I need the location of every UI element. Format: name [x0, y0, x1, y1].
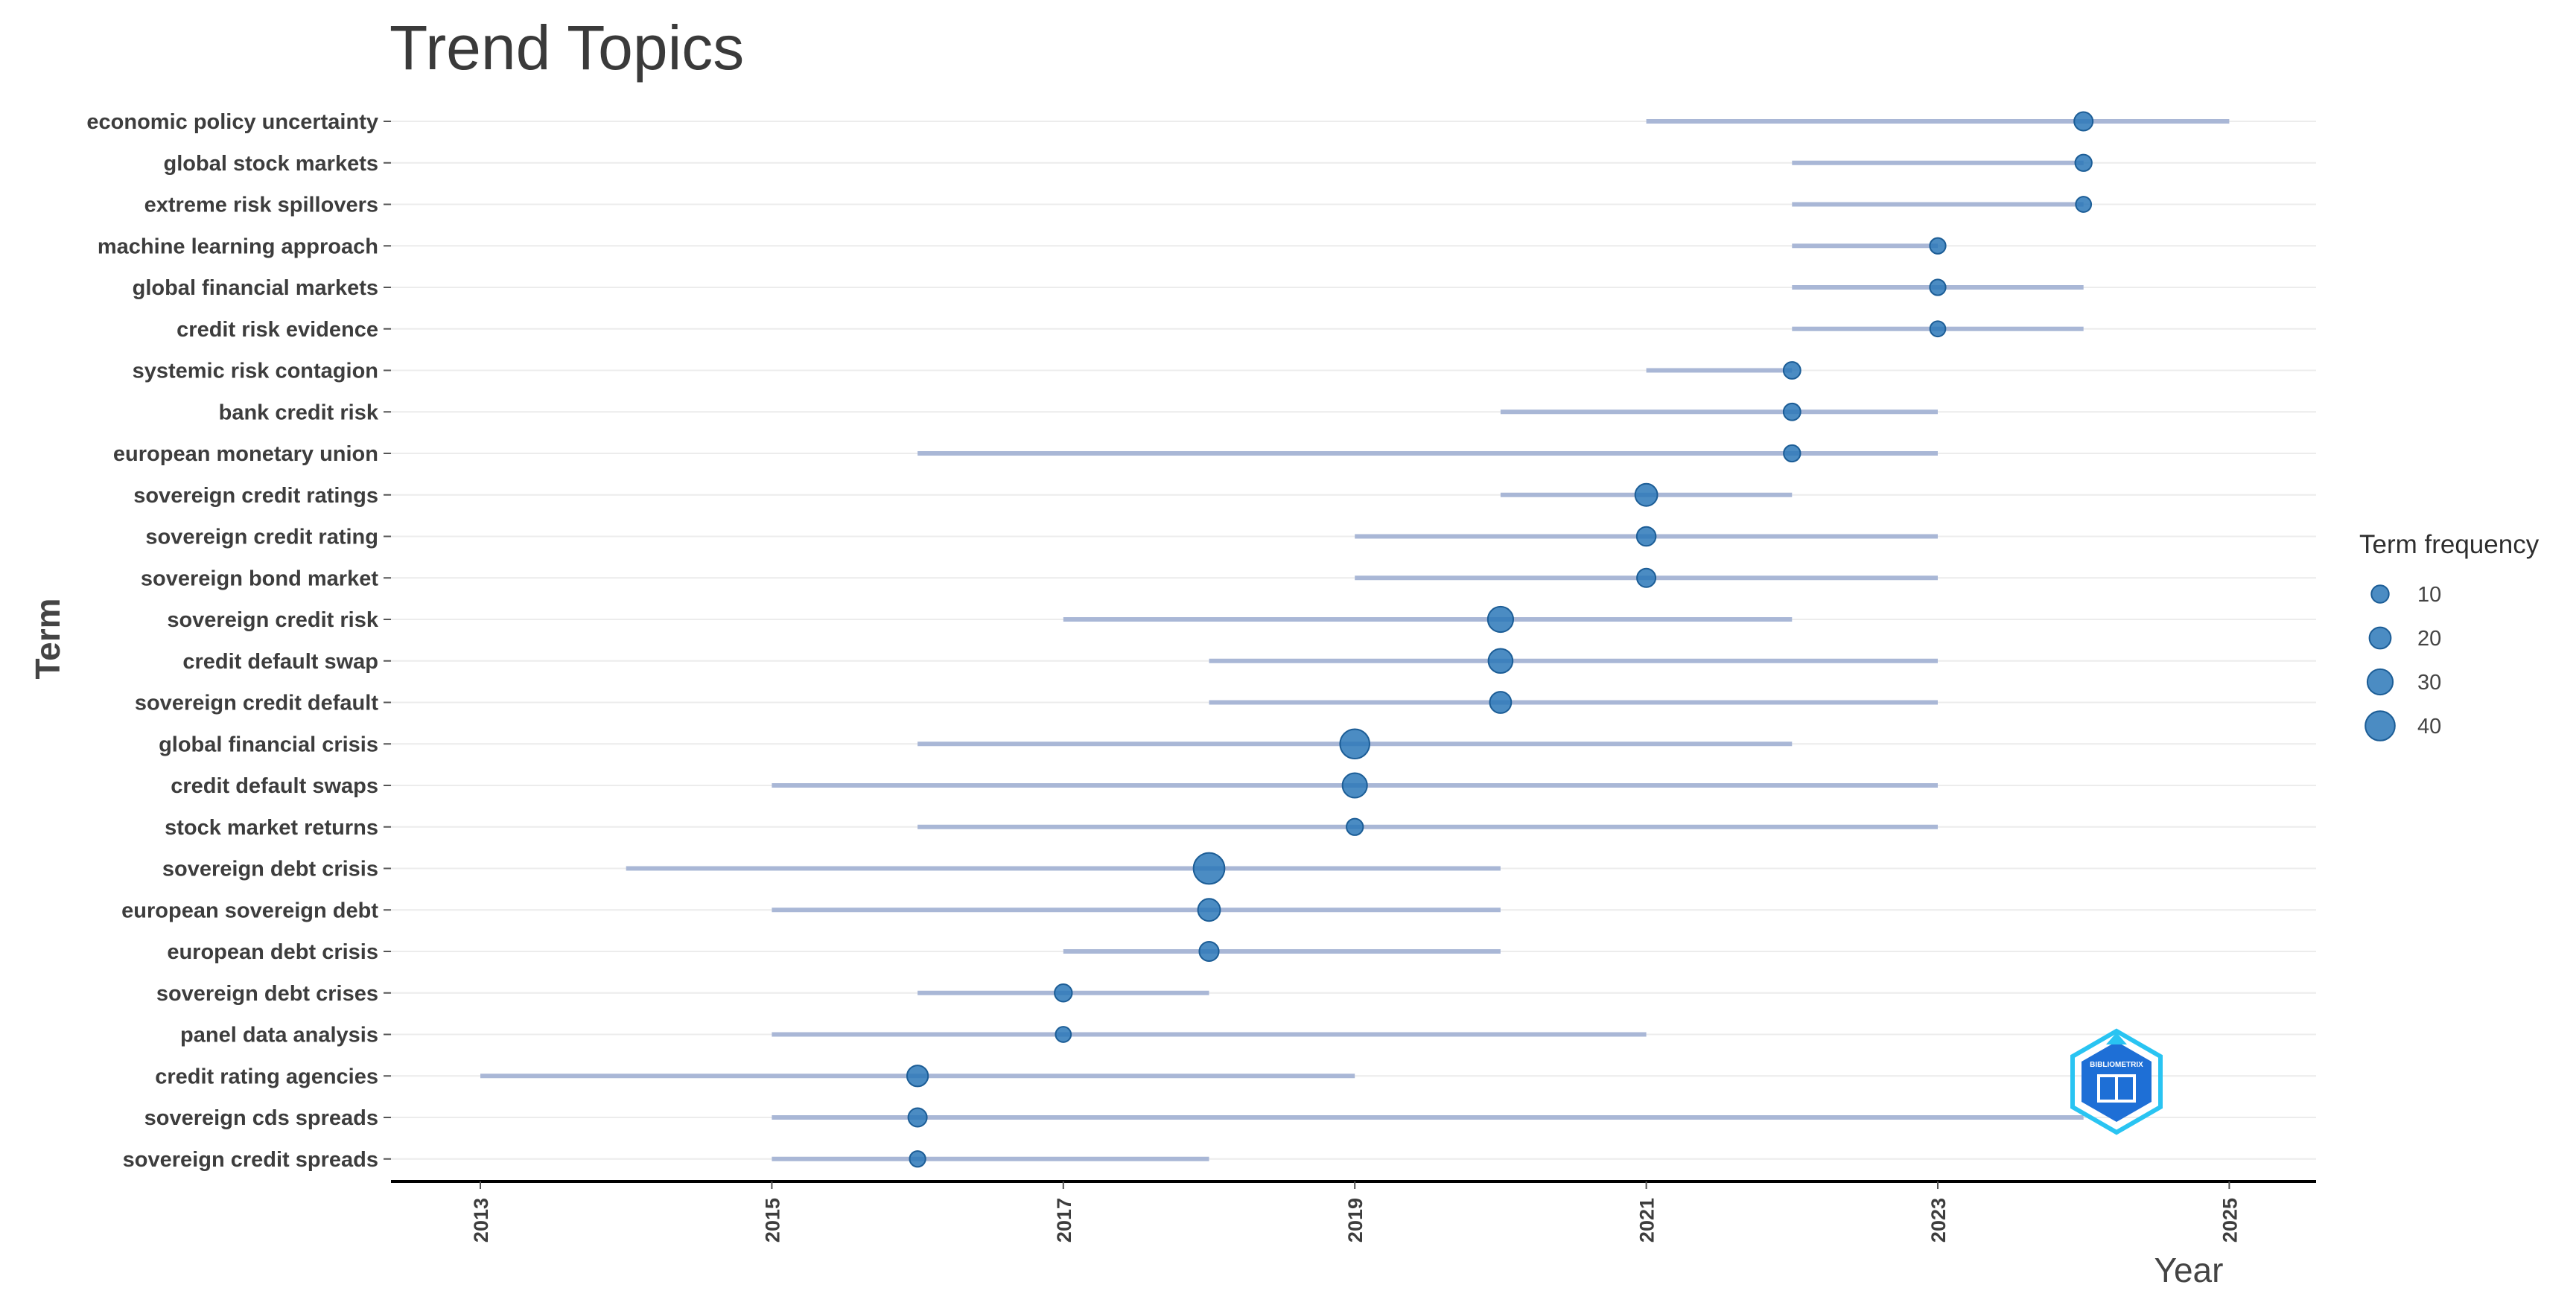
- y-axis-title: Term: [28, 598, 67, 679]
- legend-label: 30: [2417, 671, 2441, 695]
- term-label: global financial markets: [133, 276, 378, 300]
- term-label: credit risk evidence: [176, 318, 378, 342]
- legend-key: [2368, 626, 2392, 650]
- term-label: sovereign credit risk: [167, 608, 379, 632]
- x-tick-label: 2015: [761, 1198, 783, 1243]
- term-points: [906, 111, 2094, 1168]
- term-point: [907, 1107, 928, 1128]
- term-label: european monetary union: [113, 442, 378, 466]
- term-point: [1929, 237, 1947, 255]
- x-tick-label: 2019: [1344, 1198, 1367, 1243]
- term-label: credit rating agencies: [155, 1065, 378, 1088]
- term-label: stock market returns: [165, 816, 378, 840]
- term-label: sovereign credit default: [135, 692, 378, 715]
- term-point: [1341, 772, 1368, 799]
- x-axis-title: Year: [2154, 1251, 2224, 1289]
- term-label: sovereign debt crisis: [162, 858, 378, 881]
- x-tick-label: 2021: [1636, 1198, 1659, 1243]
- term-point: [906, 1065, 929, 1088]
- term-label: panel data analysis: [180, 1024, 378, 1047]
- term-point: [1783, 444, 1801, 463]
- term-label: bank credit risk: [219, 401, 379, 424]
- term-label: european debt crisis: [167, 940, 378, 964]
- term-point: [1197, 898, 1221, 922]
- legend-title: Term frequency: [2359, 530, 2540, 559]
- term-point: [1054, 983, 1073, 1003]
- term-label: sovereign credit ratings: [133, 484, 378, 508]
- term-label: systemic risk contagion: [133, 360, 378, 383]
- term-point: [1489, 691, 1513, 714]
- legend-label: 40: [2417, 715, 2441, 739]
- term-point: [1487, 648, 1514, 674]
- term-label: credit default swaps: [171, 774, 378, 798]
- y-axis-labels: economic policy uncertainty global stock …: [86, 110, 391, 1172]
- bibliometrix-logo: BIBLIOMETRIX: [2070, 1028, 2163, 1135]
- x-tick-label: 2013: [470, 1198, 492, 1243]
- legend-key: [2370, 584, 2390, 604]
- term-point: [1192, 852, 1226, 885]
- legend: Term frequency 10 20 30 40: [2359, 530, 2540, 741]
- logo-text: BIBLIOMETRIX: [2090, 1061, 2143, 1069]
- term-label: economic policy uncertainty: [86, 110, 378, 134]
- term-point: [2074, 153, 2093, 172]
- term-point: [1636, 567, 1657, 588]
- grid-lines: [391, 121, 2316, 1160]
- term-label: european sovereign debt: [121, 899, 378, 922]
- x-tick-label: 2025: [2219, 1198, 2241, 1243]
- term-point: [1055, 1026, 1072, 1043]
- term-point: [1782, 402, 1801, 421]
- term-label: sovereign credit rating: [145, 526, 378, 549]
- term-point: [1929, 278, 1947, 296]
- term-point: [1198, 940, 1220, 963]
- term-point: [1339, 728, 1370, 760]
- legend-label: 20: [2417, 627, 2441, 651]
- term-label: extreme risk spillovers: [144, 194, 378, 217]
- term-label: global financial crisis: [159, 733, 378, 756]
- term-label: sovereign bond market: [141, 567, 378, 590]
- term-point: [1929, 320, 1947, 338]
- chart-title: Trend Topics: [389, 13, 744, 83]
- term-point: [1346, 817, 1364, 836]
- term-point: [2075, 196, 2093, 213]
- term-label: sovereign debt crises: [156, 982, 378, 1006]
- term-label: sovereign cds spreads: [144, 1106, 378, 1130]
- x-axis: 2013 2015 2017 2019 2021 2023 2025: [391, 1180, 2316, 1243]
- term-point: [1782, 361, 1801, 380]
- x-tick-label: 2023: [1927, 1198, 1950, 1243]
- term-point: [1486, 605, 1515, 634]
- x-tick-label: 2017: [1053, 1198, 1075, 1243]
- term-label: global stock markets: [164, 152, 379, 176]
- legend-key: [2366, 668, 2394, 696]
- term-point: [1634, 482, 1659, 507]
- logo-arrow: [2106, 1033, 2127, 1044]
- term-label: machine learning approach: [98, 235, 378, 258]
- term-point: [2073, 111, 2094, 132]
- logo-hex-outline: [2070, 1028, 2163, 1135]
- term-label: sovereign credit spreads: [123, 1148, 378, 1172]
- term-point: [1635, 526, 1657, 547]
- term-point: [909, 1150, 926, 1168]
- term-label: credit default swap: [182, 650, 378, 674]
- term-ranges: [480, 119, 2230, 1161]
- legend-key: [2364, 710, 2396, 741]
- legend-label: 10: [2417, 583, 2441, 607]
